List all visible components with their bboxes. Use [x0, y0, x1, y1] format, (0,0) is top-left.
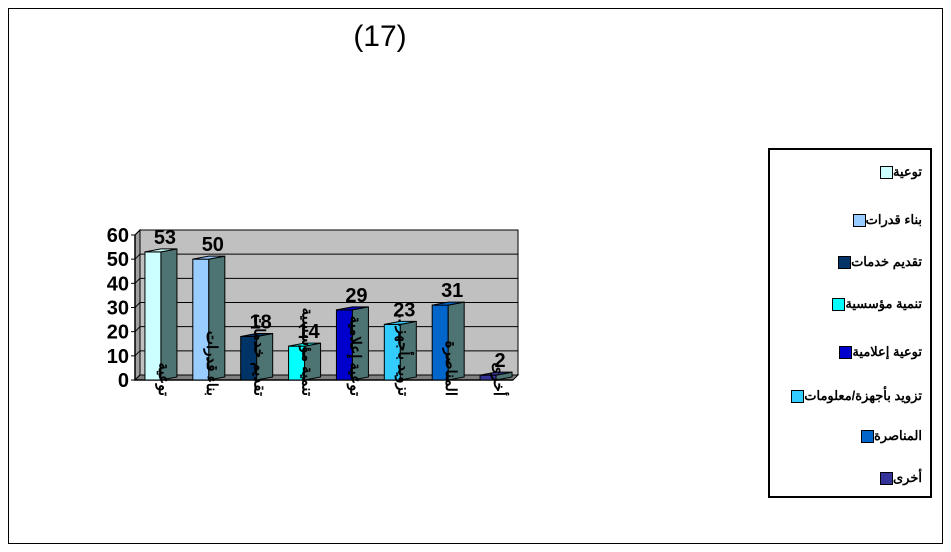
- legend-label: أخرى: [893, 470, 922, 485]
- gridline-slant: [134, 302, 141, 308]
- gridline-slant: [134, 253, 141, 260]
- legend-label: تنمية مؤسسية: [845, 296, 922, 311]
- bar-top: [240, 333, 273, 337]
- legend-label: تقديم خدمات: [851, 254, 922, 269]
- x-tick-label: أخرى: [490, 363, 510, 396]
- page-title: (17): [353, 20, 407, 53]
- bar-top: [479, 371, 513, 376]
- legend-item: تنمية مؤسسية: [828, 296, 922, 311]
- legend-label: بناء قدرات: [865, 212, 922, 227]
- legend-swatch: [880, 166, 894, 179]
- legend-swatch: [880, 472, 893, 485]
- x-tick-label: توعية إعلامية: [346, 316, 363, 396]
- legend-label: توعية إعلامية: [852, 344, 922, 359]
- y-tick-label: 50: [107, 249, 129, 271]
- legend-item: توعية إعلامية: [835, 344, 922, 359]
- bar-top: [336, 306, 369, 311]
- data-label: 14: [297, 321, 320, 343]
- y-tick-label: 60: [107, 225, 129, 247]
- legend-swatch: [832, 298, 846, 311]
- gridline-slant: [134, 350, 141, 357]
- bar-top: [384, 320, 417, 325]
- data-label: 29: [345, 285, 367, 307]
- data-label: 2: [495, 350, 506, 372]
- gridline-slant: [134, 229, 141, 236]
- bar-top: [432, 301, 465, 306]
- y-tick-label: 10: [107, 346, 129, 368]
- gridline-slant: [134, 326, 141, 333]
- data-label: 50: [202, 234, 224, 256]
- legend-label: تزويد بأجهزة/معلومات: [804, 388, 922, 403]
- data-label: 23: [393, 299, 415, 321]
- legend-swatch: [838, 256, 852, 269]
- y-tick-label: 0: [118, 370, 129, 392]
- x-tick-label: تزويد بأجهز...: [394, 314, 414, 396]
- x-tick-label: توعية: [155, 363, 172, 396]
- legend-item: بناء قدرات: [849, 212, 922, 227]
- bar-top: [144, 248, 178, 253]
- bar-front: [144, 251, 162, 381]
- legend-item: توعية: [876, 164, 922, 179]
- x-tick-label: بناء قدرات: [203, 331, 220, 396]
- legend-item: تزويد بأجهزة/معلومات: [787, 388, 922, 403]
- gridline-slant: [134, 277, 141, 284]
- bar-side: [160, 248, 178, 381]
- y-tick-label: 30: [107, 298, 129, 320]
- x-tick-label: المناصرة: [442, 341, 459, 396]
- legend-swatch: [791, 390, 805, 403]
- legend-item: تقديم خدمات: [834, 254, 922, 269]
- data-label: 31: [441, 280, 463, 302]
- data-label: 18: [250, 312, 272, 334]
- bar-top: [192, 255, 225, 260]
- x-tick-label: تنمية مؤسسية: [299, 308, 316, 396]
- legend-item: أخرى: [876, 470, 922, 485]
- y-tick-label: 40: [107, 273, 129, 295]
- legend-swatch: [861, 430, 874, 443]
- data-label: 53: [154, 227, 176, 249]
- x-tick-label: تقديم خدمات: [251, 314, 268, 396]
- chart-legend: توعية بناء قدرات تقديم خدمات تنمية مؤسسية تو…: [768, 148, 932, 498]
- bar-top: [288, 342, 321, 347]
- y-tick-label: 20: [107, 322, 129, 344]
- legend-label: المناصرة: [874, 428, 922, 443]
- legend-item: المناصرة: [857, 428, 922, 443]
- legend-label: توعية: [893, 164, 922, 179]
- legend-swatch: [839, 346, 853, 359]
- legend-swatch: [852, 214, 866, 227]
